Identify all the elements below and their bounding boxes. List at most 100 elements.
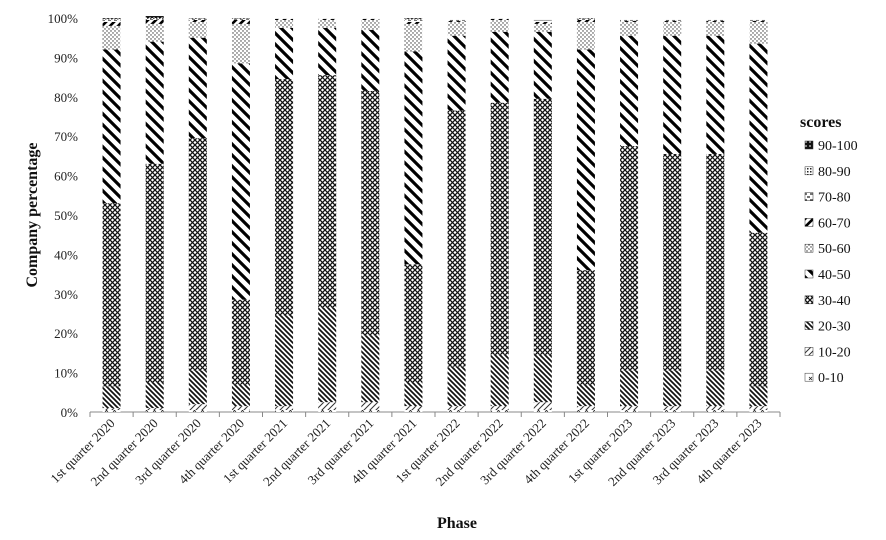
bar-segment bbox=[749, 43, 768, 233]
bar-segment bbox=[533, 410, 552, 412]
bar-segment bbox=[447, 19, 466, 21]
bar-segment bbox=[447, 35, 466, 111]
bar-segment bbox=[576, 406, 595, 411]
bar-segment bbox=[490, 406, 509, 411]
bar-segment bbox=[749, 406, 768, 411]
bar-segment bbox=[231, 384, 250, 407]
bar-segment bbox=[145, 19, 164, 24]
bar-segment bbox=[749, 19, 768, 21]
bar-segment bbox=[102, 49, 121, 204]
bar-segment bbox=[145, 41, 164, 164]
bar-segment bbox=[361, 335, 380, 403]
bar-segment bbox=[447, 410, 466, 412]
bar-segment bbox=[404, 23, 423, 52]
bar-segment bbox=[231, 19, 250, 24]
bar-segment bbox=[404, 18, 423, 20]
bar-segment bbox=[749, 410, 768, 412]
bar-segment bbox=[102, 18, 121, 20]
bar-segment bbox=[404, 21, 423, 24]
bar-segment bbox=[533, 402, 552, 411]
bar-segment bbox=[275, 18, 294, 20]
bar-segment bbox=[102, 19, 121, 22]
bar-segment bbox=[576, 384, 595, 407]
bar-segment bbox=[533, 20, 552, 22]
bar-segment bbox=[145, 18, 164, 20]
bar-segment bbox=[404, 19, 423, 22]
bar-segment bbox=[576, 19, 595, 22]
y-tick-label: 60% bbox=[54, 169, 78, 184]
legend-label: 20-30 bbox=[818, 320, 851, 335]
bar-segment bbox=[231, 406, 250, 411]
legend: 90-100 80-90 70-80 60-70 50-60 40-50 30-40 20-3… bbox=[804, 139, 858, 386]
bar-segment bbox=[620, 410, 639, 412]
bar-segment bbox=[231, 23, 250, 64]
bar-segment bbox=[706, 406, 725, 411]
bar-segment bbox=[145, 18, 164, 19]
bar-segment bbox=[318, 19, 337, 28]
bar-segment bbox=[275, 315, 294, 407]
bar-segment bbox=[533, 21, 552, 24]
bar-segment bbox=[576, 410, 595, 412]
bar-segment bbox=[576, 270, 595, 385]
legend-swatch bbox=[804, 269, 814, 279]
y-axis-ticks: 0% 10% 20% 30% 40% 50% 60% 70% 80% 90% 100% bbox=[48, 11, 79, 420]
legend-label: 50-60 bbox=[818, 242, 851, 257]
bar-segment bbox=[749, 386, 768, 407]
bar-segment bbox=[102, 410, 121, 412]
legend-swatch bbox=[804, 347, 814, 356]
y-tick-label: 80% bbox=[54, 90, 78, 105]
bar-segment bbox=[706, 20, 725, 22]
bar-segment bbox=[706, 21, 725, 36]
bar-segment bbox=[447, 21, 466, 36]
legend-title: scores bbox=[800, 114, 842, 131]
bar-segment bbox=[620, 406, 639, 411]
bar-segment bbox=[318, 410, 337, 412]
legend-label: 0-10 bbox=[818, 371, 844, 386]
bar-segment bbox=[275, 79, 294, 316]
bar-segment bbox=[447, 20, 466, 22]
bar-segment bbox=[749, 20, 768, 22]
bar-segment bbox=[404, 264, 423, 383]
bar-segment bbox=[533, 354, 552, 403]
y-tick-label: 50% bbox=[54, 208, 78, 223]
legend-swatch bbox=[804, 243, 814, 253]
bar-segment bbox=[145, 408, 164, 411]
bar-segment bbox=[620, 21, 639, 36]
bar-segment bbox=[490, 354, 509, 407]
bar-segment bbox=[361, 18, 380, 20]
bar-segment bbox=[533, 98, 552, 355]
bar-segment bbox=[663, 153, 682, 371]
bar-segment bbox=[361, 402, 380, 411]
bar-segment bbox=[447, 110, 466, 367]
bar-segment bbox=[576, 21, 595, 50]
bar-segment bbox=[318, 27, 337, 76]
legend-swatch bbox=[804, 218, 814, 227]
bar-segment bbox=[490, 102, 509, 355]
bar-segment bbox=[706, 35, 725, 154]
bar-segment bbox=[102, 203, 121, 387]
legend-swatch bbox=[804, 192, 814, 201]
bar-segment bbox=[706, 19, 725, 21]
bar-segment bbox=[620, 146, 639, 371]
bar-segment bbox=[145, 16, 164, 18]
bar-segment bbox=[231, 18, 250, 20]
bar-segment bbox=[620, 20, 639, 22]
bar-segment bbox=[490, 19, 509, 32]
bar-segment bbox=[188, 19, 207, 22]
bar-segment bbox=[318, 75, 337, 308]
bar-segment bbox=[533, 31, 552, 99]
bar-segment bbox=[188, 370, 207, 405]
bar-segment bbox=[275, 27, 294, 80]
legend-swatch bbox=[804, 372, 814, 382]
bar-segment bbox=[102, 386, 121, 409]
bar-segment bbox=[663, 370, 682, 407]
legend-label: 70-80 bbox=[818, 191, 851, 206]
bar-segment bbox=[663, 410, 682, 412]
bar-segment bbox=[188, 21, 207, 38]
bar-segment bbox=[275, 19, 294, 28]
bar-segment bbox=[231, 410, 250, 412]
bar-segment bbox=[404, 382, 423, 407]
bar-segment bbox=[145, 163, 164, 383]
bar-segment bbox=[533, 23, 552, 32]
